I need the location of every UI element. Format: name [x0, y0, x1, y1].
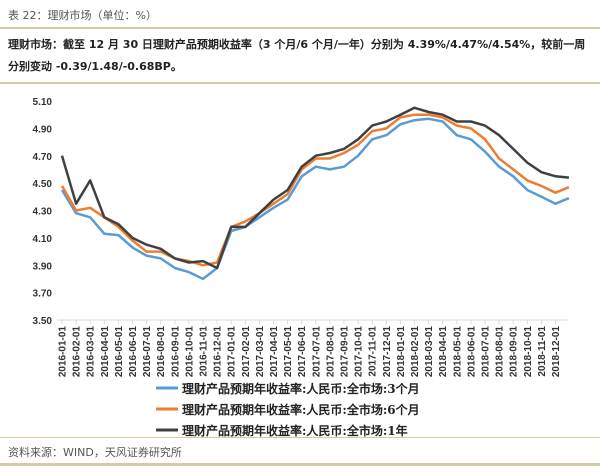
- legend-label: 理财产品预期年收益率:人民币:全市场:1年: [182, 423, 408, 438]
- x-tick-label: 2016-10-01: [184, 326, 195, 378]
- y-tick-label: 4.10: [33, 234, 53, 245]
- x-tick-label: 2016-02-01: [72, 326, 83, 378]
- x-tick-label: 2016-11-01: [199, 326, 210, 377]
- x-tick-label: 2017-07-01: [311, 326, 322, 378]
- table-caption: 表 22：理财市场（单位：%）: [8, 9, 157, 22]
- x-tick-label: 2017-10-01: [354, 326, 365, 378]
- series-line-2: [60, 113, 570, 267]
- series-line-1: [60, 117, 570, 281]
- x-tick-label: 2017-08-01: [325, 326, 336, 378]
- x-tick-label: 2018-01-01: [396, 326, 407, 378]
- line-chart: 5.10 4.90 4.70 4.50 4.30 4.10 3.90 3.70 3.50 2016…: [33, 97, 570, 438]
- y-tick-label: 5.10: [33, 97, 53, 108]
- source-divider: [0, 437, 600, 438]
- x-tick-label: 2016-08-01: [156, 326, 167, 378]
- x-tick-label: 2018-02-01: [410, 326, 421, 378]
- source-note: 资料来源：WIND，天风证券研究所: [8, 446, 182, 459]
- x-tick-label: 2018-09-01: [509, 326, 520, 378]
- x-tick-label: 2017-06-01: [297, 326, 308, 378]
- y-tick-label: 4.90: [33, 124, 53, 135]
- x-tick-label: 2017-02-01: [241, 326, 252, 378]
- x-tick-label: 2016-05-01: [114, 326, 125, 378]
- x-tick-label: 2018-05-01: [452, 326, 463, 378]
- x-tick-label: 2018-03-01: [424, 326, 435, 378]
- x-tick-label: 2017-03-01: [255, 326, 266, 378]
- x-tick-label: 2017-09-01: [340, 326, 351, 378]
- x-tick-label: 2017-11-01: [368, 326, 379, 377]
- y-tick-label: 4.70: [33, 152, 53, 163]
- x-tick-label: 2016-04-01: [100, 326, 111, 378]
- x-tick-label: 2016-06-01: [128, 326, 139, 378]
- x-tick-label: 2017-04-01: [269, 326, 280, 378]
- top-divider: [0, 27, 600, 29]
- x-tick-label: 2017-01-01: [227, 326, 238, 378]
- y-tick-label: 3.90: [33, 261, 53, 272]
- legend-label: 理财产品预期年收益率:人民币:全市场:6个月: [182, 402, 420, 417]
- x-tick-label: 2016-01-01: [58, 326, 69, 378]
- x-tick-label: 2018-11-01: [537, 326, 548, 377]
- x-tick-label: 2017-12-01: [382, 326, 393, 378]
- x-tick-label: 2018-12-01: [551, 326, 562, 378]
- summary-divider: [0, 82, 600, 84]
- series-line-3: [60, 106, 570, 270]
- y-tick-label: 4.50: [33, 179, 53, 190]
- y-tick-label: 3.70: [33, 289, 53, 300]
- x-tick-label: 2016-03-01: [86, 326, 97, 378]
- x-tick-label: 2018-06-01: [466, 326, 477, 378]
- legend-label: 理财产品预期年收益率:人民币:全市场:3个月: [182, 381, 420, 396]
- x-tick-label: 2018-10-01: [523, 326, 534, 378]
- x-tick-label: 2016-12-01: [213, 326, 224, 378]
- x-tick-label: 2017-05-01: [283, 326, 294, 378]
- x-tick-label: 2018-08-01: [495, 326, 506, 378]
- x-tick-label: 2016-09-01: [170, 326, 181, 378]
- y-tick-label: 4.30: [33, 207, 53, 218]
- bottom-divider: [0, 463, 600, 466]
- x-tick-label: 2016-07-01: [142, 326, 153, 378]
- summary-text: 理财市场：截至 12 月 30 日理财产品预期收益率（3 个月/6 个月/一年）…: [8, 38, 586, 73]
- x-tick-label: 2018-07-01: [481, 326, 492, 378]
- x-tick-label: 2018-04-01: [438, 326, 449, 378]
- y-tick-label: 3.50: [33, 316, 53, 327]
